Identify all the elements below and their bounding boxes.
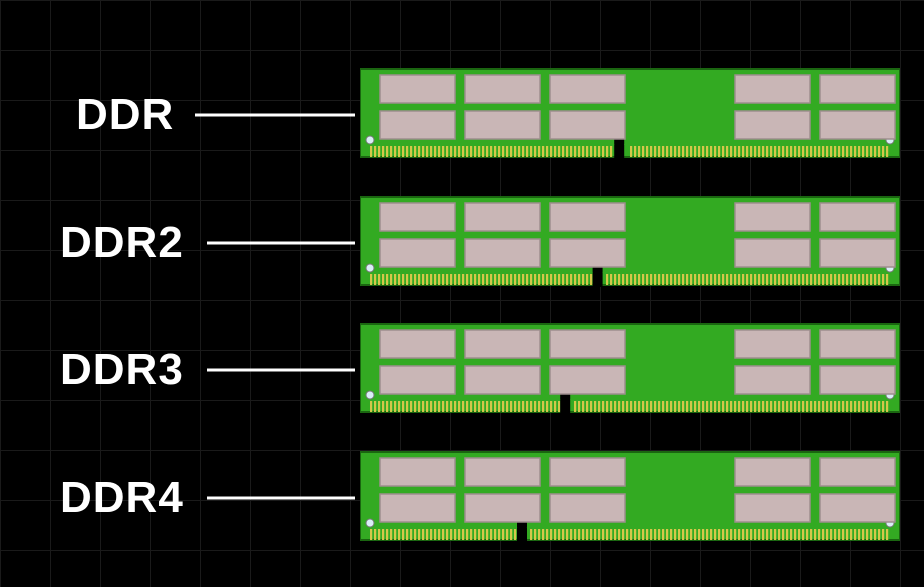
ram-module-ddr2: [360, 191, 900, 296]
row-ddr2: DDR2: [0, 183, 924, 303]
ram-module-ddr4: [360, 446, 900, 551]
label-ddr2: DDR2: [60, 218, 184, 268]
leader-line-ddr3: [207, 369, 355, 372]
label-ddr3: DDR3: [60, 345, 184, 395]
row-ddr: DDR: [0, 55, 924, 175]
row-ddr4: DDR4: [0, 438, 924, 558]
label-ddr: DDR: [76, 90, 174, 140]
ram-module-ddr3: [360, 318, 900, 423]
row-ddr3: DDR3: [0, 310, 924, 430]
ram-module-ddr: [360, 63, 900, 168]
label-ddr4: DDR4: [60, 473, 184, 523]
leader-line-ddr: [195, 114, 355, 117]
leader-line-ddr2: [207, 242, 355, 245]
leader-line-ddr4: [207, 497, 355, 500]
